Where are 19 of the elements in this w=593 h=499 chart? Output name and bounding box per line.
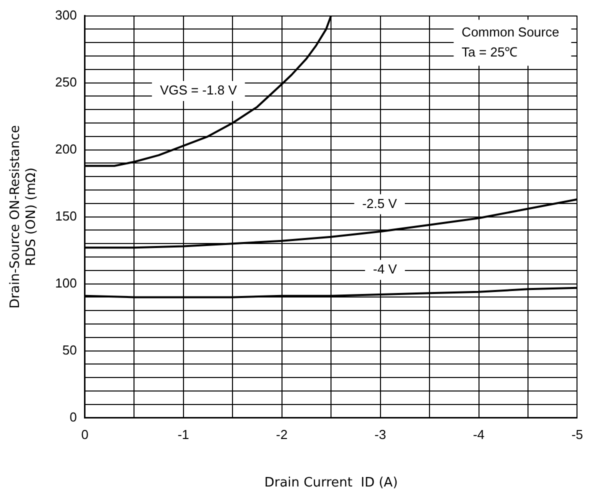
y-tick-label: 300 [55, 7, 77, 22]
y-tick-label: 250 [55, 74, 77, 90]
x-axis-title: Drain Current ID (A) [264, 476, 398, 491]
x-tick-label: -1 [178, 427, 190, 442]
series-label: -4 V [373, 261, 398, 276]
x-tick-label: -2 [276, 427, 288, 442]
series-label: -2.5 V [362, 196, 398, 211]
y-axis-title: Drain-Source ON-Resistance RDS (ON) (mΩ) [8, 125, 39, 308]
y-tick-label: 200 [55, 141, 77, 156]
y-tick-label: 100 [55, 275, 77, 290]
x-tick-label: 0 [81, 427, 89, 442]
y-tick-label: 150 [55, 208, 77, 224]
series-label: VGS = -1.8 V [160, 82, 238, 98]
y-tick-label: 50 [62, 342, 77, 358]
y-tick-label: 0 [70, 409, 77, 424]
x-tick-label: -4 [472, 427, 485, 442]
x-tick-label: -3 [374, 427, 386, 442]
annotation: Common Source Ta = 25℃ [462, 24, 560, 60]
x-tick-label: -5 [571, 427, 583, 442]
